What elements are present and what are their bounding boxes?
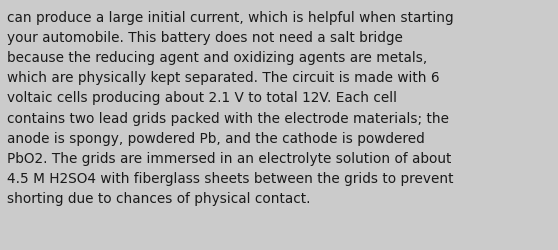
Text: can produce a large initial current, which is helpful when starting
your automob: can produce a large initial current, whi… xyxy=(7,11,454,205)
